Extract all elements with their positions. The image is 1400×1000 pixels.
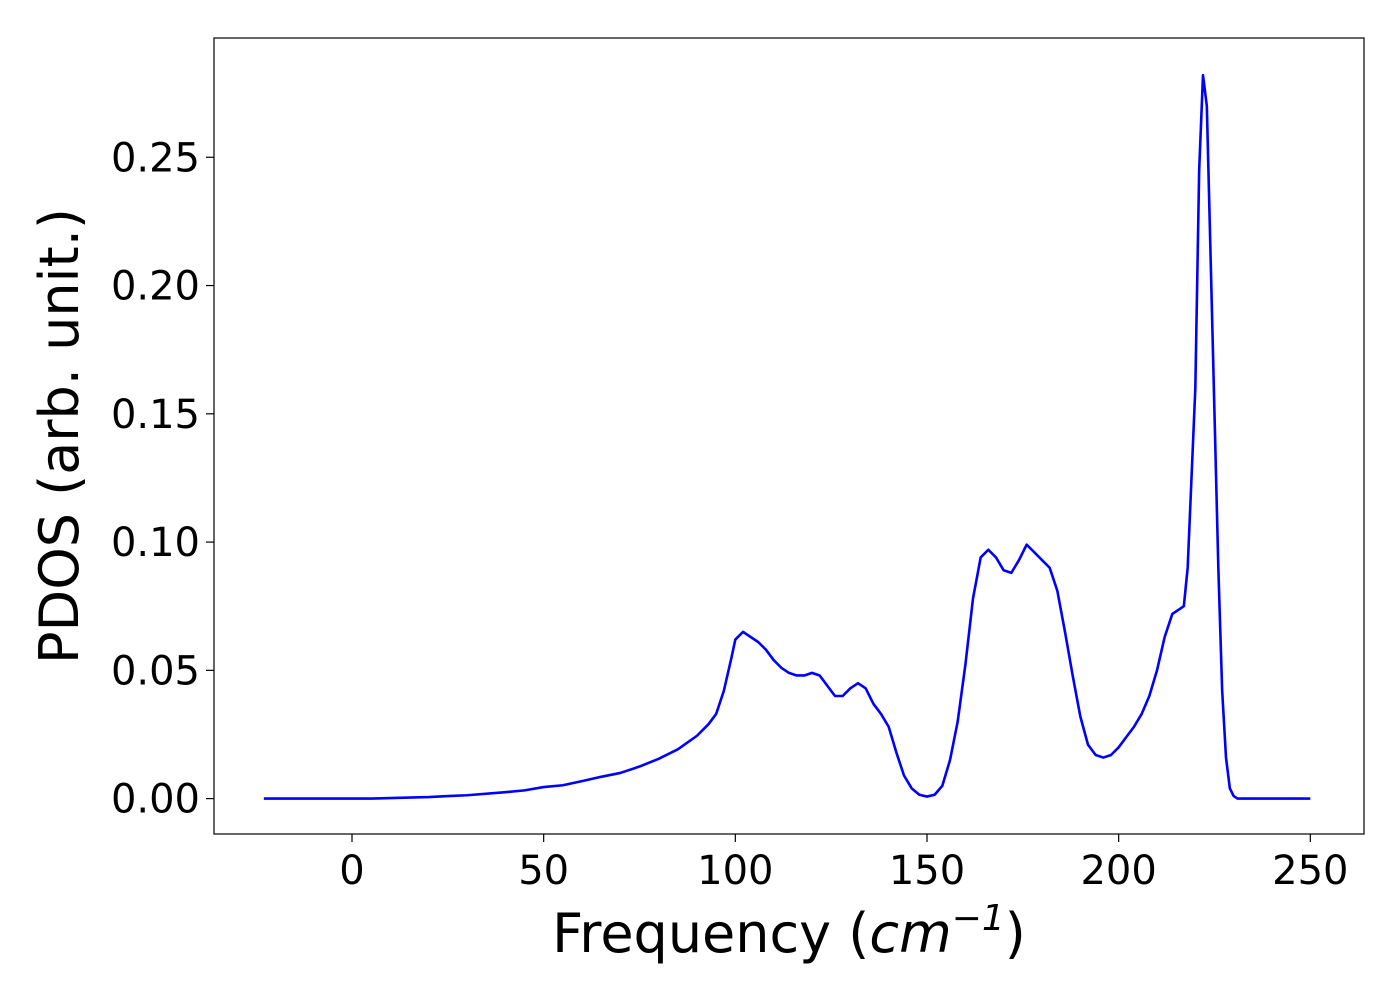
x-axis-label-unit: cm — [869, 902, 951, 965]
x-axis-label-close: ) — [1005, 902, 1026, 965]
x-tick-label: 100 — [697, 848, 773, 894]
plot-frame — [213, 37, 1365, 835]
y-tick-label: 0.10 — [111, 520, 200, 566]
y-tick-label: 0.15 — [111, 392, 200, 438]
x-tick-label: 250 — [1272, 848, 1348, 894]
y-axis-label: PDOS (arb. unit.) — [28, 208, 91, 664]
x-axis-label: Frequency (cm−1) — [552, 898, 1026, 965]
y-axis: 0.00 0.05 0.10 0.15 0.20 0.25 — [111, 135, 214, 823]
y-tick-label: 0.25 — [111, 135, 200, 181]
plot-area — [213, 37, 1365, 835]
y-tick-label: 0.05 — [111, 648, 200, 694]
y-tick-label: 0.20 — [111, 264, 200, 310]
x-axis-label-exponent: −1 — [952, 898, 1005, 939]
x-tick-label: 150 — [889, 848, 965, 894]
x-axis-label-main: Frequency ( — [552, 902, 869, 965]
x-tick-label: 200 — [1080, 848, 1156, 894]
pdos-series-line — [263, 73, 1311, 800]
y-tick-label: 0.00 — [111, 777, 200, 823]
x-tick-label: 50 — [518, 848, 569, 894]
x-tick-label: 0 — [339, 848, 364, 894]
x-axis: 0 50 100 150 200 250 — [339, 834, 1349, 894]
